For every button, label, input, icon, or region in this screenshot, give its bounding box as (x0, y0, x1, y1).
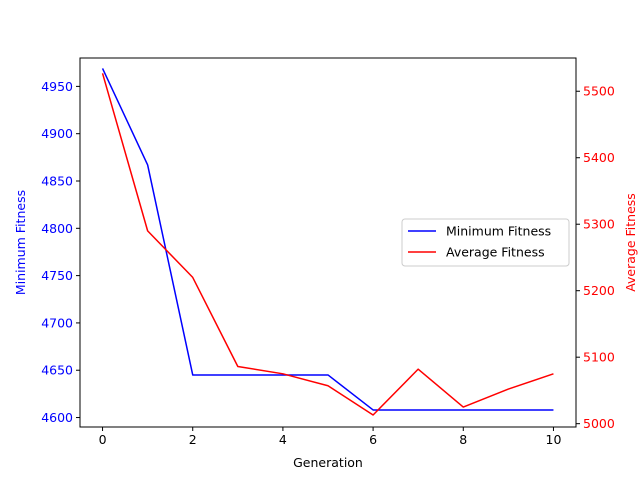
x-tick-label: 8 (459, 432, 467, 447)
legend-box (401, 218, 570, 267)
series-layer (101, 68, 554, 416)
left-tick-label: 4650 (41, 363, 73, 378)
right-axis-label: Average Fitness (623, 193, 638, 292)
left-tick-label: 4700 (41, 315, 73, 330)
right-tick-label: 5300 (583, 217, 615, 232)
left-tick-label: 4950 (41, 79, 73, 94)
left-tick-label: 4850 (41, 174, 73, 189)
x-axis-label: Generation (293, 455, 363, 470)
right-tick-label: 5500 (583, 84, 615, 99)
left-tick-label: 4900 (41, 126, 73, 141)
average-fitness-line (101, 73, 554, 416)
x-axis-ticks: 0 2 4 6 8 10 (99, 427, 562, 447)
left-tick-label: 4800 (41, 221, 73, 236)
legend: Minimum Fitness Average Fitness (401, 218, 570, 267)
minimum-fitness-line (101, 68, 554, 411)
x-tick-label: 4 (279, 432, 287, 447)
x-tick-label: 6 (369, 432, 377, 447)
right-tick-label: 5100 (583, 350, 615, 365)
x-tick-label: 10 (546, 432, 562, 447)
right-tick-label: 5000 (583, 416, 615, 431)
right-tick-label: 5400 (583, 150, 615, 165)
left-tick-label: 4600 (41, 410, 73, 425)
x-tick-label: 0 (99, 432, 107, 447)
left-axis-label: Minimum Fitness (13, 190, 28, 295)
right-axis-ticks: 5000 5100 5200 5300 5400 5500 (576, 84, 615, 431)
legend-label-minimum-fitness: Minimum Fitness (446, 224, 551, 239)
left-tick-label: 4750 (41, 268, 73, 283)
left-axis-ticks: 4600 4650 4700 4750 4800 4850 4900 4950 (41, 79, 80, 425)
right-tick-label: 5200 (583, 283, 615, 298)
legend-label-average-fitness: Average Fitness (446, 245, 545, 260)
x-tick-label: 2 (189, 432, 197, 447)
plot-frame (79, 57, 577, 428)
